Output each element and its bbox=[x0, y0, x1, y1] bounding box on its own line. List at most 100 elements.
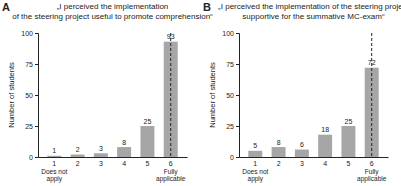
figure: A„I perceived the implementationof the s… bbox=[0, 0, 401, 186]
bars bbox=[248, 33, 378, 157]
annotation-line: apply bbox=[248, 175, 264, 183]
annotation-line: Does not bbox=[41, 168, 67, 175]
bar bbox=[272, 147, 286, 157]
y-tick-label: 50 bbox=[25, 92, 33, 99]
data-label: 3 bbox=[99, 145, 103, 152]
y-tick-label: 0 bbox=[230, 154, 234, 161]
bar bbox=[248, 151, 262, 157]
bar bbox=[295, 150, 309, 157]
annotation-line: applicable bbox=[156, 175, 186, 183]
x-tick-label: 1 bbox=[52, 160, 56, 167]
data-label: 5 bbox=[253, 142, 257, 149]
x-tick-label: 2 bbox=[277, 160, 281, 167]
y-tick-label: 75 bbox=[25, 61, 33, 68]
data-label: 2 bbox=[76, 146, 80, 153]
title: „I perceived the implementationof the st… bbox=[12, 2, 213, 21]
y-tick: 100 bbox=[21, 30, 38, 37]
x-tick: 4 bbox=[323, 157, 327, 167]
bars bbox=[47, 33, 177, 157]
data-label: 8 bbox=[122, 139, 126, 146]
y-tick-mark bbox=[236, 157, 239, 158]
y-axis-title: Number of students bbox=[7, 62, 16, 128]
x-tick: 5 bbox=[346, 157, 350, 167]
data-label: 8 bbox=[277, 139, 281, 146]
plot: 025507510012345612382593Does notapplyFul… bbox=[21, 30, 187, 183]
bar bbox=[71, 155, 85, 157]
y-tick: 25 bbox=[25, 123, 38, 130]
y-tick-mark bbox=[236, 95, 239, 96]
x-tick: 2 bbox=[277, 157, 281, 167]
y-tick-label: 50 bbox=[226, 92, 234, 99]
title-line: „I perceived the implementation of the s… bbox=[218, 2, 401, 11]
bar bbox=[318, 135, 332, 157]
y-axis-title: Number of students bbox=[208, 62, 217, 128]
x-axis: 1 2 3 4 5 6 bbox=[240, 157, 389, 167]
data-label: 25 bbox=[144, 118, 152, 125]
bar bbox=[47, 156, 61, 157]
plot: 0 25 50 75 100 1 2 3 4 5 6 5 8 6 18 25 72 Does notapply Fu… bbox=[222, 30, 388, 183]
x-tick-label: 5 bbox=[346, 160, 350, 167]
annotation-line: applicable bbox=[357, 175, 387, 183]
bar bbox=[94, 153, 108, 157]
y-tick-label: 100 bbox=[222, 30, 234, 37]
x-tick: 1 bbox=[52, 157, 56, 167]
data-label: 25 bbox=[345, 118, 353, 125]
annotation: Fullyapplicable bbox=[357, 168, 387, 183]
x-tick: 6 bbox=[370, 157, 374, 167]
y-tick: 75 bbox=[226, 61, 239, 68]
y-tick-mark bbox=[35, 33, 38, 34]
x-tick-label: 6 bbox=[370, 160, 374, 167]
y-tick-label: 0 bbox=[29, 154, 33, 161]
x-tick: 6 bbox=[169, 157, 173, 167]
title-line: supportive for the summative MC-exam“ bbox=[242, 12, 385, 21]
x-tick-label: 4 bbox=[122, 160, 126, 167]
bar bbox=[140, 126, 154, 157]
y-tick: 50 bbox=[25, 92, 38, 99]
title: „I perceived the implementation of the s… bbox=[218, 2, 401, 21]
data-label: 1 bbox=[52, 147, 56, 154]
panel-letter: A bbox=[2, 1, 10, 13]
y-tick-mark bbox=[236, 33, 239, 34]
x-tick-label: 3 bbox=[99, 160, 103, 167]
annotation: Fullyapplicable bbox=[156, 168, 186, 183]
x-tick-label: 3 bbox=[300, 160, 304, 167]
panel: B „I perceived the implementation of the … bbox=[203, 1, 401, 183]
data-label: 6 bbox=[300, 141, 304, 148]
x-axis: 123456 bbox=[39, 157, 188, 167]
bar bbox=[341, 126, 355, 157]
data-label: 93 bbox=[167, 33, 175, 40]
x-tick-label: 4 bbox=[323, 160, 327, 167]
x-axis-line bbox=[39, 157, 188, 158]
y-axis-line bbox=[35, 34, 39, 158]
y-tick-label: 25 bbox=[226, 123, 234, 130]
y-axis-line bbox=[236, 34, 240, 158]
y-tick-mark bbox=[35, 157, 38, 158]
y-axis: 0 25 50 75 100 bbox=[222, 30, 239, 161]
y-tick-mark bbox=[236, 126, 239, 127]
x-tick-label: 1 bbox=[253, 160, 257, 167]
x-axis-line bbox=[240, 157, 389, 158]
y-tick-label: 25 bbox=[25, 123, 33, 130]
y-tick: 75 bbox=[25, 61, 38, 68]
panel-letter: B bbox=[203, 1, 211, 13]
y-tick: 0 bbox=[29, 154, 38, 161]
panel: A„I perceived the implementationof the s… bbox=[2, 1, 213, 183]
x-tick: 3 bbox=[99, 157, 103, 167]
x-tick-label: 6 bbox=[169, 160, 173, 167]
y-tick-mark bbox=[35, 95, 38, 96]
y-tick-label: 75 bbox=[226, 61, 234, 68]
annotation-line: apply bbox=[47, 175, 63, 183]
y-tick-mark bbox=[35, 64, 38, 65]
y-axis: 0 25 50 75 100 bbox=[21, 30, 38, 161]
y-tick-label: 100 bbox=[21, 30, 33, 37]
y-tick: 0 bbox=[230, 154, 239, 161]
x-tick-label: 2 bbox=[76, 160, 80, 167]
x-tick: 1 bbox=[253, 157, 257, 167]
annotation: Does notapply bbox=[242, 168, 268, 183]
y-tick-mark bbox=[236, 64, 239, 65]
title-line: of the steering project useful to promot… bbox=[12, 12, 213, 21]
data-label: 18 bbox=[321, 126, 329, 133]
median-line bbox=[170, 33, 171, 157]
y-tick: 100 bbox=[222, 30, 239, 37]
data-label: 72 bbox=[368, 59, 376, 66]
